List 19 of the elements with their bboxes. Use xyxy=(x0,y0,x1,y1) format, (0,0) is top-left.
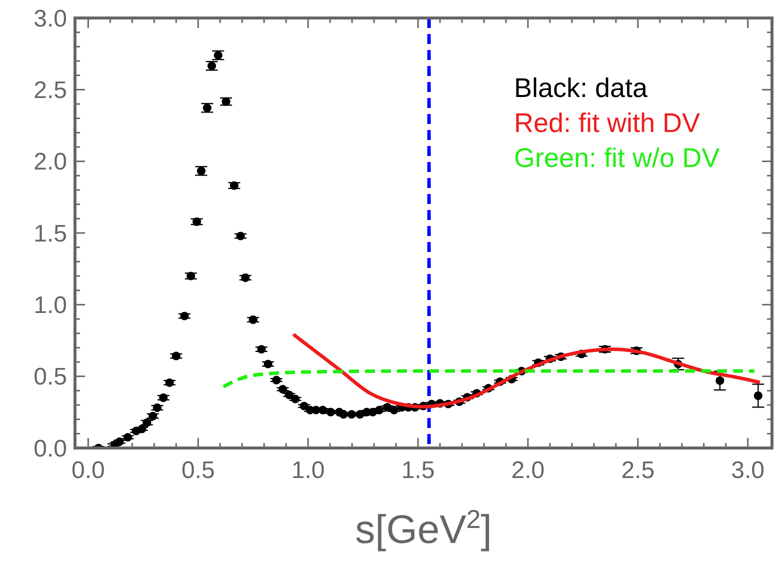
line-series xyxy=(222,369,756,388)
x-tick-label: 0.5 xyxy=(181,457,215,484)
y-tick-label: 3.0 xyxy=(34,5,67,32)
x-axis-title: s[GeV$^{2}$] xyxy=(355,504,492,552)
x-tick-label: 2.5 xyxy=(621,457,655,484)
y-tick-label: 0.0 xyxy=(34,435,67,462)
y-tick-label: 0.5 xyxy=(34,364,67,391)
x-tick-label: 3.0 xyxy=(731,457,764,484)
text: Green: fit w/o DV xyxy=(514,143,720,173)
y-tick-label: 1.5 xyxy=(34,220,67,248)
text: Red: fit with DV xyxy=(514,108,700,138)
text: Black: data xyxy=(514,73,649,103)
y-tick-label: 2.0 xyxy=(34,148,67,176)
y-tick-label: 2.5 xyxy=(34,77,67,104)
y-tick-label: 1.0 xyxy=(34,292,67,320)
x-tick-label: 1.5 xyxy=(401,457,435,484)
x-tick-label: 1.0 xyxy=(291,457,325,484)
x-tick-label: 2.0 xyxy=(511,457,545,484)
x-tick-label: 0.0 xyxy=(72,457,105,484)
